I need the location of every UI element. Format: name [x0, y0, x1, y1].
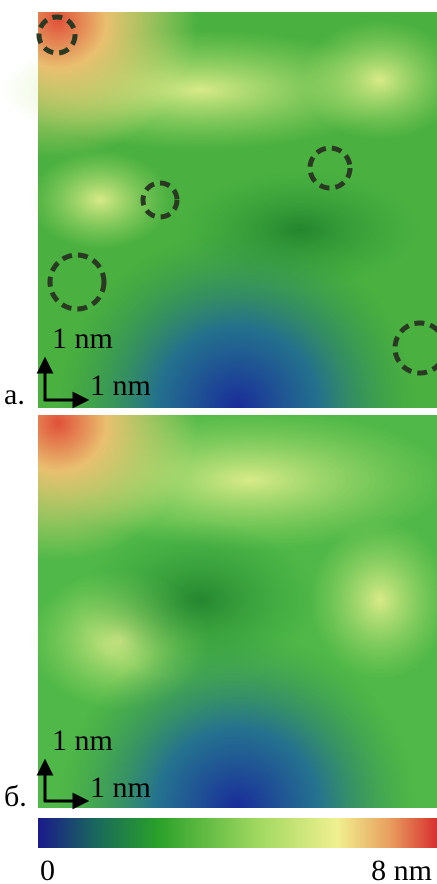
scale-x-label: 1 nm	[90, 369, 151, 402]
panel-a: 1 nm 1 nm а.	[0, 12, 437, 411]
scale-y-label: 1 nm	[52, 724, 113, 757]
scale-x-label: 1 nm	[90, 771, 151, 804]
colorbar-min: 0	[40, 854, 55, 884]
colorbar	[38, 818, 437, 848]
panel-b: 1 nm 1 nm б.	[4, 410, 437, 813]
colorbar-max: 8 nm	[371, 854, 432, 884]
scale-y-label: 1 nm	[52, 322, 113, 355]
panel-label: а.	[4, 378, 25, 411]
figure: 1 nm 1 nm а. 1 nm 1 nm б. 0 8 nm	[0, 0, 437, 884]
panel-label: б.	[4, 780, 27, 813]
